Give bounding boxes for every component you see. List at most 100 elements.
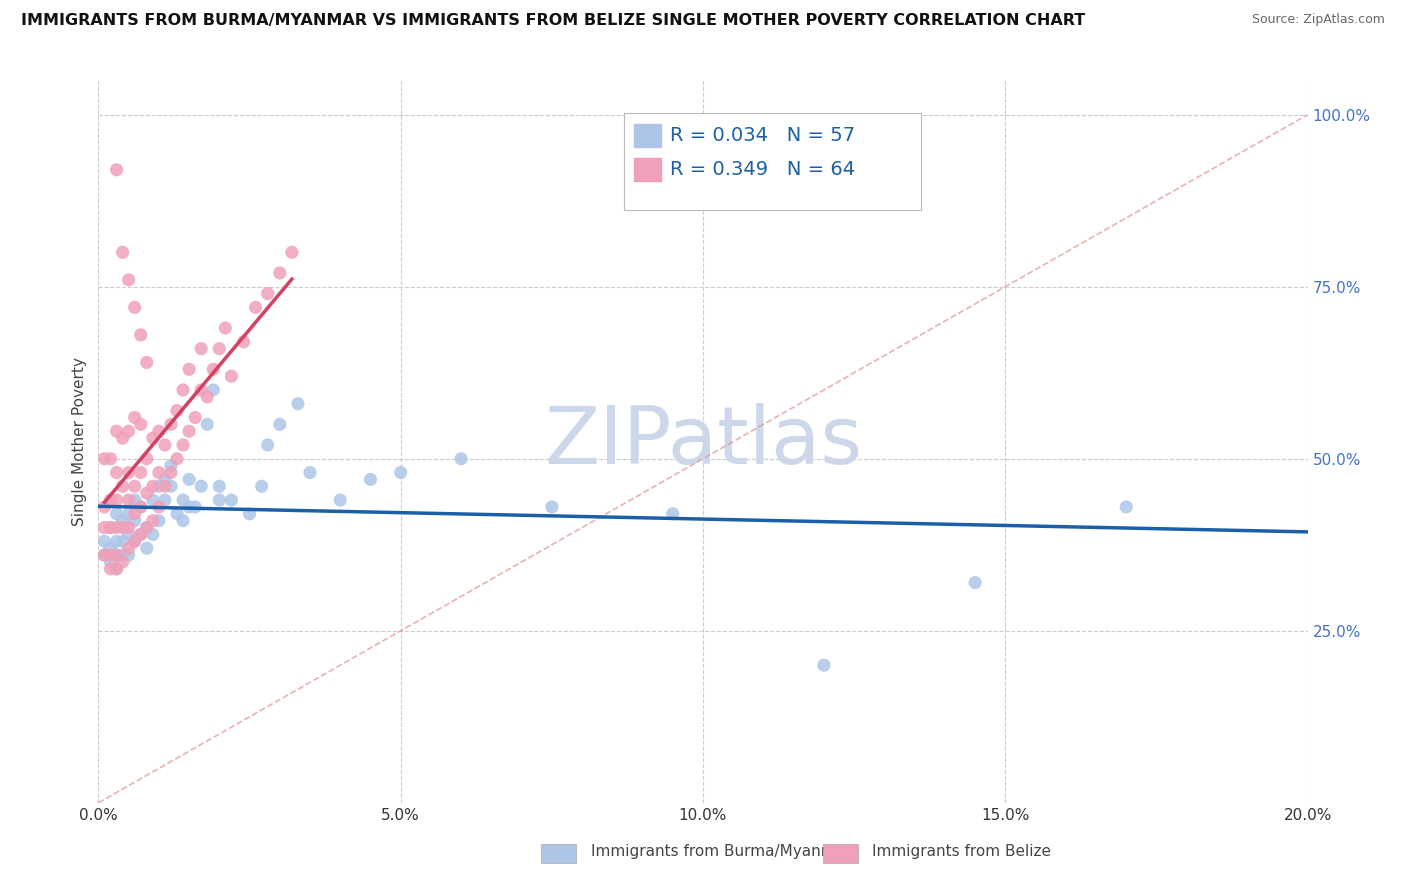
Text: Source: ZipAtlas.com: Source: ZipAtlas.com — [1251, 13, 1385, 27]
Point — [172, 438, 194, 452]
Point — [221, 493, 243, 508]
Point — [142, 431, 165, 445]
Point — [160, 417, 183, 432]
Point — [148, 514, 170, 528]
Point — [172, 514, 194, 528]
Point — [256, 438, 278, 452]
Point — [118, 541, 141, 556]
Point — [190, 342, 212, 356]
Point — [100, 548, 122, 562]
Point — [540, 500, 562, 514]
Point — [135, 541, 157, 556]
Point — [93, 548, 115, 562]
Point — [184, 410, 207, 425]
Point — [129, 327, 152, 342]
Point — [142, 493, 165, 508]
Point — [111, 534, 134, 549]
Point — [250, 479, 273, 493]
Point — [105, 562, 128, 576]
Point — [202, 383, 225, 397]
Point — [195, 390, 218, 404]
Point — [208, 493, 231, 508]
Point — [111, 245, 134, 260]
Point — [135, 520, 157, 534]
Point — [281, 245, 304, 260]
Point — [269, 417, 291, 432]
Point — [100, 562, 122, 576]
Point — [965, 575, 987, 590]
Point — [148, 466, 170, 480]
Point — [135, 355, 157, 369]
Point — [160, 479, 183, 493]
Text: R = 0.034   N = 57: R = 0.034 N = 57 — [671, 126, 855, 145]
Point — [195, 417, 218, 432]
Point — [105, 466, 128, 480]
Point — [269, 266, 291, 280]
Point — [135, 486, 157, 500]
Point — [100, 493, 122, 508]
Point — [105, 562, 128, 576]
Point — [100, 451, 122, 466]
Point — [329, 493, 352, 508]
Point — [93, 500, 115, 514]
Text: Immigrants from Belize: Immigrants from Belize — [872, 845, 1050, 859]
Point — [179, 362, 201, 376]
Point — [93, 520, 115, 534]
Point — [214, 321, 236, 335]
Point — [239, 507, 262, 521]
Point — [1115, 500, 1137, 514]
Point — [190, 479, 212, 493]
Text: ZIPatlas: ZIPatlas — [544, 402, 862, 481]
Point — [232, 334, 254, 349]
Point — [118, 548, 141, 562]
Point — [287, 397, 309, 411]
Point — [160, 466, 183, 480]
Point — [105, 520, 128, 534]
Point — [245, 301, 267, 315]
Point — [111, 548, 134, 562]
FancyBboxPatch shape — [624, 112, 921, 211]
Point — [100, 541, 122, 556]
Point — [256, 286, 278, 301]
Point — [124, 507, 146, 521]
Point — [179, 472, 201, 486]
Point — [118, 493, 141, 508]
Point — [124, 514, 146, 528]
Point — [118, 424, 141, 438]
Point — [105, 507, 128, 521]
Point — [166, 507, 188, 521]
Point — [100, 555, 122, 569]
Point — [129, 527, 152, 541]
Point — [105, 162, 128, 177]
Point — [208, 479, 231, 493]
Point — [93, 548, 115, 562]
Point — [124, 301, 146, 315]
Point — [179, 500, 201, 514]
Point — [148, 424, 170, 438]
Point — [450, 451, 472, 466]
Point — [118, 527, 141, 541]
Point — [153, 479, 176, 493]
Point — [148, 479, 170, 493]
Y-axis label: Single Mother Poverty: Single Mother Poverty — [72, 357, 87, 526]
Point — [179, 424, 201, 438]
Text: Immigrants from Burma/Myanmar: Immigrants from Burma/Myanmar — [591, 845, 851, 859]
Text: IMMIGRANTS FROM BURMA/MYANMAR VS IMMIGRANTS FROM BELIZE SINGLE MOTHER POVERTY CO: IMMIGRANTS FROM BURMA/MYANMAR VS IMMIGRA… — [21, 13, 1085, 29]
Point — [111, 514, 134, 528]
Point — [172, 493, 194, 508]
Point — [100, 520, 122, 534]
Point — [111, 520, 134, 534]
Point — [118, 507, 141, 521]
Point — [124, 479, 146, 493]
Bar — [634, 124, 661, 147]
Point — [184, 500, 207, 514]
Point — [661, 507, 683, 521]
Point — [105, 548, 128, 562]
Point — [129, 417, 152, 432]
Point — [142, 479, 165, 493]
Point — [124, 410, 146, 425]
Point — [93, 534, 115, 549]
Point — [100, 520, 122, 534]
Point — [153, 438, 176, 452]
Point — [360, 472, 382, 486]
